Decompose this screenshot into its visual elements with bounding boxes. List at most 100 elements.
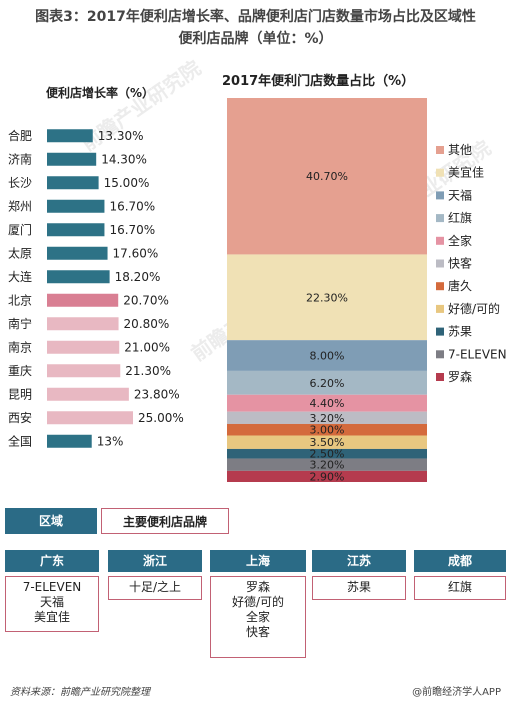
segment-label: 8.00% [310, 350, 345, 363]
brand-name: 天福 [39, 595, 64, 609]
segment-label: 2.90% [310, 470, 345, 483]
value-label: 14.30% [101, 152, 147, 166]
value-label: 15.00% [104, 176, 150, 190]
legend-swatch [436, 282, 444, 291]
share-segment [227, 254, 427, 341]
category-label: 重庆 [8, 364, 32, 378]
category-label: 厦门 [8, 222, 32, 237]
growth-bar [47, 199, 105, 213]
legend-label: 唐久 [448, 278, 472, 293]
growth-bar-chart: 合肥 13.30% 济南 14.30% 长沙 15.00% 郑州 16.70% 厦门 16.70%… [8, 128, 184, 449]
region-name: 成都 [414, 550, 506, 572]
legend-label: 天福 [448, 187, 472, 202]
brand-name: 快客 [245, 625, 270, 639]
legend-swatch [436, 168, 444, 177]
share-segment [227, 340, 427, 371]
credit-note: @前瞻经济学人APP [412, 687, 501, 698]
region-name: 江苏 [312, 550, 406, 572]
region-brand-list: 十足/之上 [108, 576, 202, 600]
value-label: 18.20% [115, 270, 161, 284]
growth-bar [47, 152, 97, 166]
segment-label: 3.20% [310, 412, 345, 425]
region-header: 区域 [5, 508, 97, 534]
growth-bar [47, 411, 133, 425]
growth-bar [47, 364, 121, 378]
category-label: 郑州 [8, 198, 32, 213]
growth-bar [47, 317, 119, 331]
legend-swatch [436, 259, 444, 268]
growth-bar [47, 387, 129, 401]
legend-label: 全家 [448, 233, 472, 248]
legend-swatch [436, 350, 444, 359]
share-segment [227, 98, 427, 255]
value-label: 21.00% [124, 340, 170, 354]
growth-bar [47, 293, 119, 307]
growth-bar [47, 434, 92, 448]
legend-label: 罗森 [448, 369, 472, 384]
category-label: 济南 [8, 151, 32, 166]
growth-bar [47, 129, 93, 143]
share-segment [227, 448, 427, 459]
figure-title: 图表3：2017年便利店增长率、品牌便利店门店数量市场占比及区域性 便利店品牌（… [0, 6, 511, 50]
value-label: 20.70% [123, 293, 169, 307]
brand-name: 全家 [245, 610, 270, 624]
source-note: 资料来源：前瞻产业研究院整理 [10, 687, 150, 698]
region-brand-list: 红旗 [414, 576, 506, 600]
value-label: 21.30% [125, 364, 171, 378]
region-brand-list: 罗森 好德/可的 全家 快客 [210, 576, 306, 658]
region-brand-list: 苏果 [312, 576, 406, 600]
region-name: 浙江 [108, 550, 202, 572]
value-label: 25.00% [138, 411, 184, 425]
value-label: 13% [97, 434, 124, 448]
growth-bar [47, 246, 108, 260]
figure-title-line1: 图表3：2017年便利店增长率、品牌便利店门店数量市场占比及区域性 [35, 9, 476, 25]
segment-label: 6.20% [310, 377, 345, 390]
share-segment [227, 458, 427, 471]
share-chart-title: 2017年便利门店数量占比（%） [222, 74, 415, 89]
legend-label: 美宜佳 [448, 165, 484, 180]
legend-swatch [436, 327, 444, 336]
share-segment [227, 435, 427, 449]
value-label: 16.70% [109, 199, 155, 213]
legend-swatch [436, 304, 444, 313]
value-label: 13.30% [98, 129, 144, 143]
brand-name: 红旗 [447, 580, 472, 594]
category-label: 全国 [8, 433, 32, 448]
brand-name: 苏果 [346, 580, 371, 594]
legend-swatch [436, 214, 444, 223]
legend-swatch [436, 236, 444, 245]
brand-name: 十足/之上 [128, 580, 182, 594]
value-label: 20.80% [124, 317, 170, 331]
share-segment [227, 394, 427, 412]
value-label: 17.60% [113, 246, 159, 260]
segment-label: 3.50% [310, 436, 345, 449]
category-label: 大连 [8, 269, 32, 284]
share-segment [227, 370, 427, 395]
region-brand-list: 7-ELEVEN 天福 美宜佳 [5, 576, 99, 632]
category-label: 昆明 [8, 387, 32, 401]
legend-label: 快客 [448, 256, 472, 271]
share-stacked-chart: 40.70%22.30%8.00%6.20%4.40%3.20%3.00%3.5… [227, 98, 507, 483]
category-label: 长沙 [8, 176, 32, 190]
category-label: 南京 [8, 339, 32, 354]
legend-swatch [436, 373, 444, 381]
segment-label: 2.50% [310, 448, 345, 461]
growth-bar [47, 176, 99, 190]
category-label: 北京 [8, 293, 32, 307]
segment-label: 3.00% [310, 424, 345, 437]
brand-name: 美宜佳 [33, 610, 70, 624]
share-segment [227, 411, 427, 424]
segment-label: 40.70% [306, 170, 348, 183]
category-label: 西安 [8, 410, 32, 425]
legend-label: 其他 [448, 143, 472, 157]
region-name: 上海 [210, 550, 306, 572]
brand-name: 7-ELEVEN [22, 580, 82, 594]
category-label: 南宁 [8, 316, 32, 331]
brand-name: 好德/可的 [231, 595, 285, 609]
legend-label: 苏果 [448, 325, 472, 339]
legend-swatch [436, 191, 444, 200]
legend-label: 7-ELEVEN [448, 347, 507, 361]
segment-label: 3.20% [310, 459, 345, 472]
category-label: 合肥 [8, 128, 32, 143]
share-segment [227, 470, 427, 482]
